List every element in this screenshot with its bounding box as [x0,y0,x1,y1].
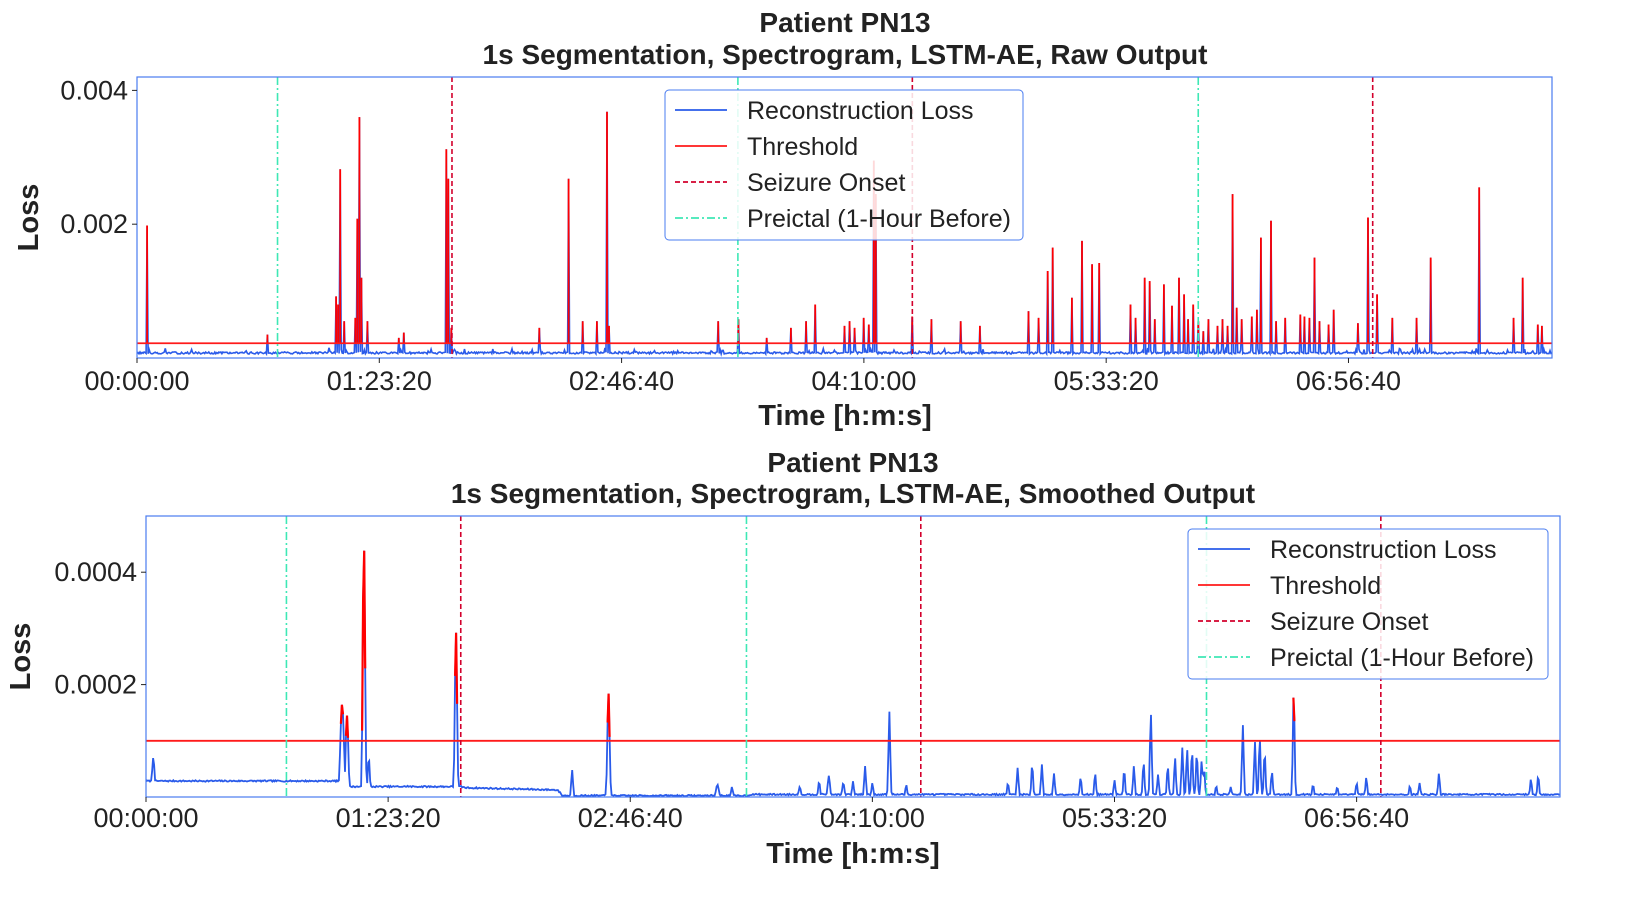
x-tick-label: 06:56:40 [1304,803,1409,833]
chart-title-line2: 1s Segmentation, Spectrogram, LSTM-AE, R… [483,39,1208,70]
y-axis-label: Loss [5,623,37,691]
x-tick-label: 00:00:00 [84,366,189,396]
legend-label-preictal: Preictal (1-Hour Before) [747,205,1011,233]
legend-label-onset: Seizure Onset [747,169,905,197]
x-tick-label: 04:10:00 [811,366,916,396]
x-tick-label: 05:33:20 [1062,803,1167,833]
x-tick-label: 06:56:40 [1296,366,1401,396]
y-tick-label: 0.004 [60,75,128,105]
legend: Reconstruction Loss Threshold Seizure Onse… [664,89,1024,241]
x-tick-label: 04:10:00 [820,803,925,833]
x-tick-label: 02:46:40 [578,803,683,833]
x-tick-label: 01:23:20 [327,366,432,396]
y-tick-label: 0.0002 [54,670,137,700]
chart-title-line1: Patient PN13 [767,447,938,478]
legend-label-preictal: Preictal (1-Hour Before) [1270,644,1534,672]
x-tick-label: 01:23:20 [336,803,441,833]
y-tick-label: 0.002 [60,209,128,239]
legend-label-threshold: Threshold [1270,572,1381,600]
x-axis-label: Time [h:m:s] [766,838,939,870]
plot-area-frame [136,76,1553,359]
series-line-reconstruction-loss [145,550,1561,798]
series-line-above-threshold [146,111,1543,344]
y-axis-label: Loss [13,184,45,252]
legend-label-onset: Seizure Onset [1270,608,1428,636]
legend-box [664,89,1024,241]
legend-label-threshold: Threshold [747,133,858,161]
x-tick-label: 05:33:20 [1054,366,1159,396]
x-axis-label: Time [h:m:s] [758,400,931,432]
chart-title-line1: Patient PN13 [759,7,930,38]
legend: Reconstruction Loss Threshold Seizure Onse… [1187,528,1549,680]
legend-box [1187,528,1549,680]
plot-area-frame [145,515,1561,798]
legend-label-loss: Reconstruction Loss [747,97,974,125]
legend-label-loss: Reconstruction Loss [1270,536,1497,564]
chart-title-line2: 1s Segmentation, Spectrogram, LSTM-AE, S… [451,478,1255,509]
x-tick-label: 00:00:00 [93,803,198,833]
series-line-above-threshold [339,550,1296,738]
x-tick-label: 02:46:40 [569,366,674,396]
y-tick-label: 0.0004 [54,557,137,587]
